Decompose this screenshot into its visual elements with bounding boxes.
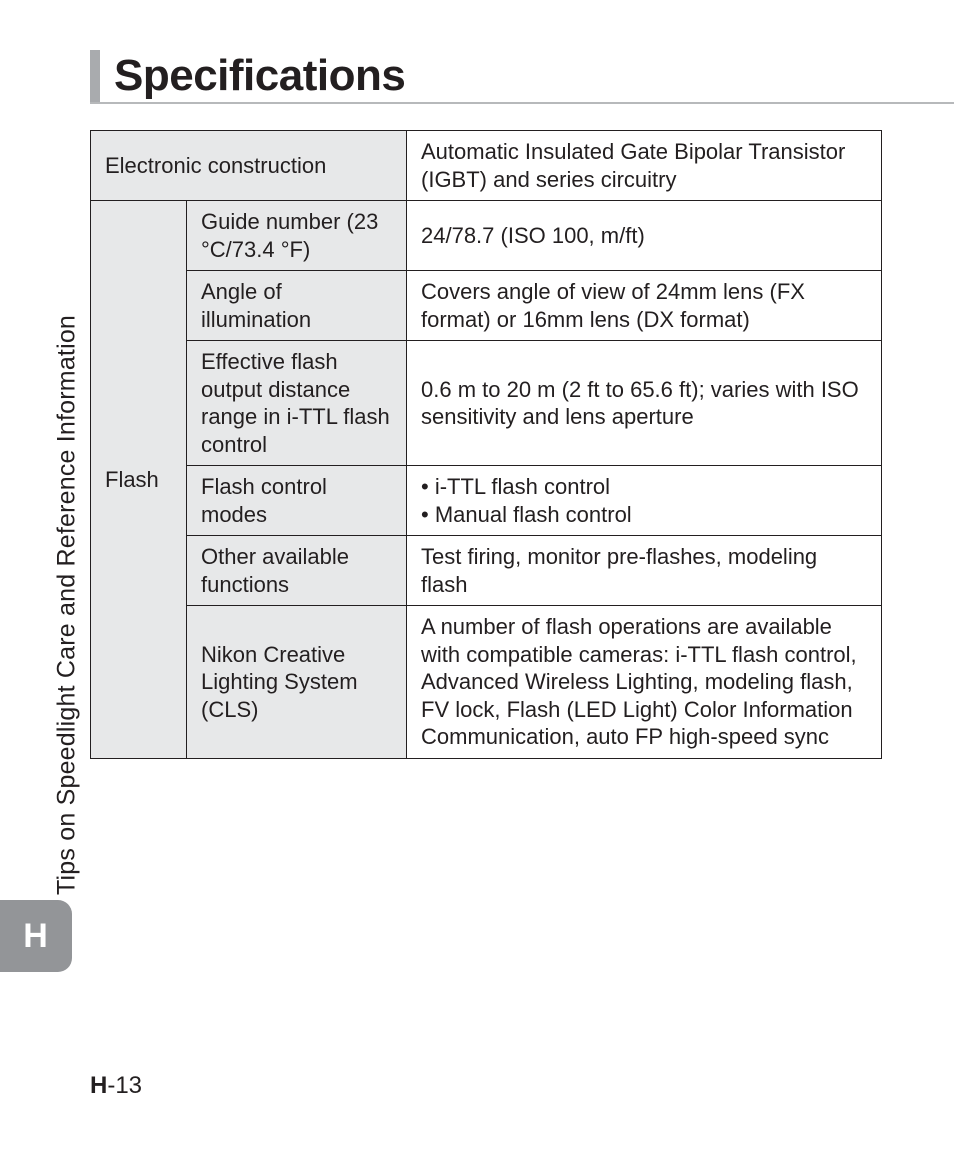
spec-value-electronic-construction: Automatic Insulated Gate Bipolar Transis… [407, 131, 882, 201]
table-row: Electronic construction Automatic Insula… [91, 131, 882, 201]
section-tab-letter: H [23, 917, 49, 956]
title-accent-bar [90, 50, 100, 102]
section-side-label: Tips on Speedlight Care and Reference In… [52, 135, 82, 895]
page-number-section: H [90, 1072, 107, 1099]
spec-label-effective-distance: Effective flash output distance range in… [187, 341, 407, 466]
spec-label-angle-illumination: Angle of illumination [187, 271, 407, 341]
title-bar: Specifications [90, 50, 954, 102]
spec-label-guide-number: Guide number (23 °C/73.4 °F) [187, 201, 407, 271]
section-tab: H [0, 900, 72, 972]
table-row: Other available functions Test firing, m… [91, 536, 882, 606]
spec-label-electronic-construction: Electronic construction [91, 131, 407, 201]
table-row: Flash control modes • i-TTL flash contro… [91, 466, 882, 536]
spec-value-guide-number: 24/78.7 (ISO 100, m/ft) [407, 201, 882, 271]
spec-label-cls: Nikon Creative Lighting System (CLS) [187, 606, 407, 759]
table-row: Angle of illumination Covers angle of vi… [91, 271, 882, 341]
specifications-table: Electronic construction Automatic Insula… [90, 130, 882, 759]
spec-value-flash-control-modes: • i-TTL flash control • Manual flash con… [407, 466, 882, 536]
spec-value-other-functions: Test firing, monitor pre-flashes, modeli… [407, 536, 882, 606]
table-row: Nikon Creative Lighting System (CLS) A n… [91, 606, 882, 759]
page-number-value: -13 [107, 1072, 142, 1099]
spec-value-angle-illumination: Covers angle of view of 24mm lens (FX fo… [407, 271, 882, 341]
table-row: Flash Guide number (23 °C/73.4 °F) 24/78… [91, 201, 882, 271]
spec-value-effective-distance: 0.6 m to 20 m (2 ft to 65.6 ft); varies … [407, 341, 882, 466]
spec-label-flash-control-modes: Flash control modes [187, 466, 407, 536]
title-container: Specifications [90, 50, 954, 104]
spec-value-cls: A number of flash operations are availab… [407, 606, 882, 759]
page-number: H-13 [90, 1072, 142, 1100]
spec-category-flash: Flash [91, 201, 187, 759]
page-title: Specifications [114, 50, 405, 102]
spec-label-other-functions: Other available functions [187, 536, 407, 606]
table-row: Effective flash output distance range in… [91, 341, 882, 466]
